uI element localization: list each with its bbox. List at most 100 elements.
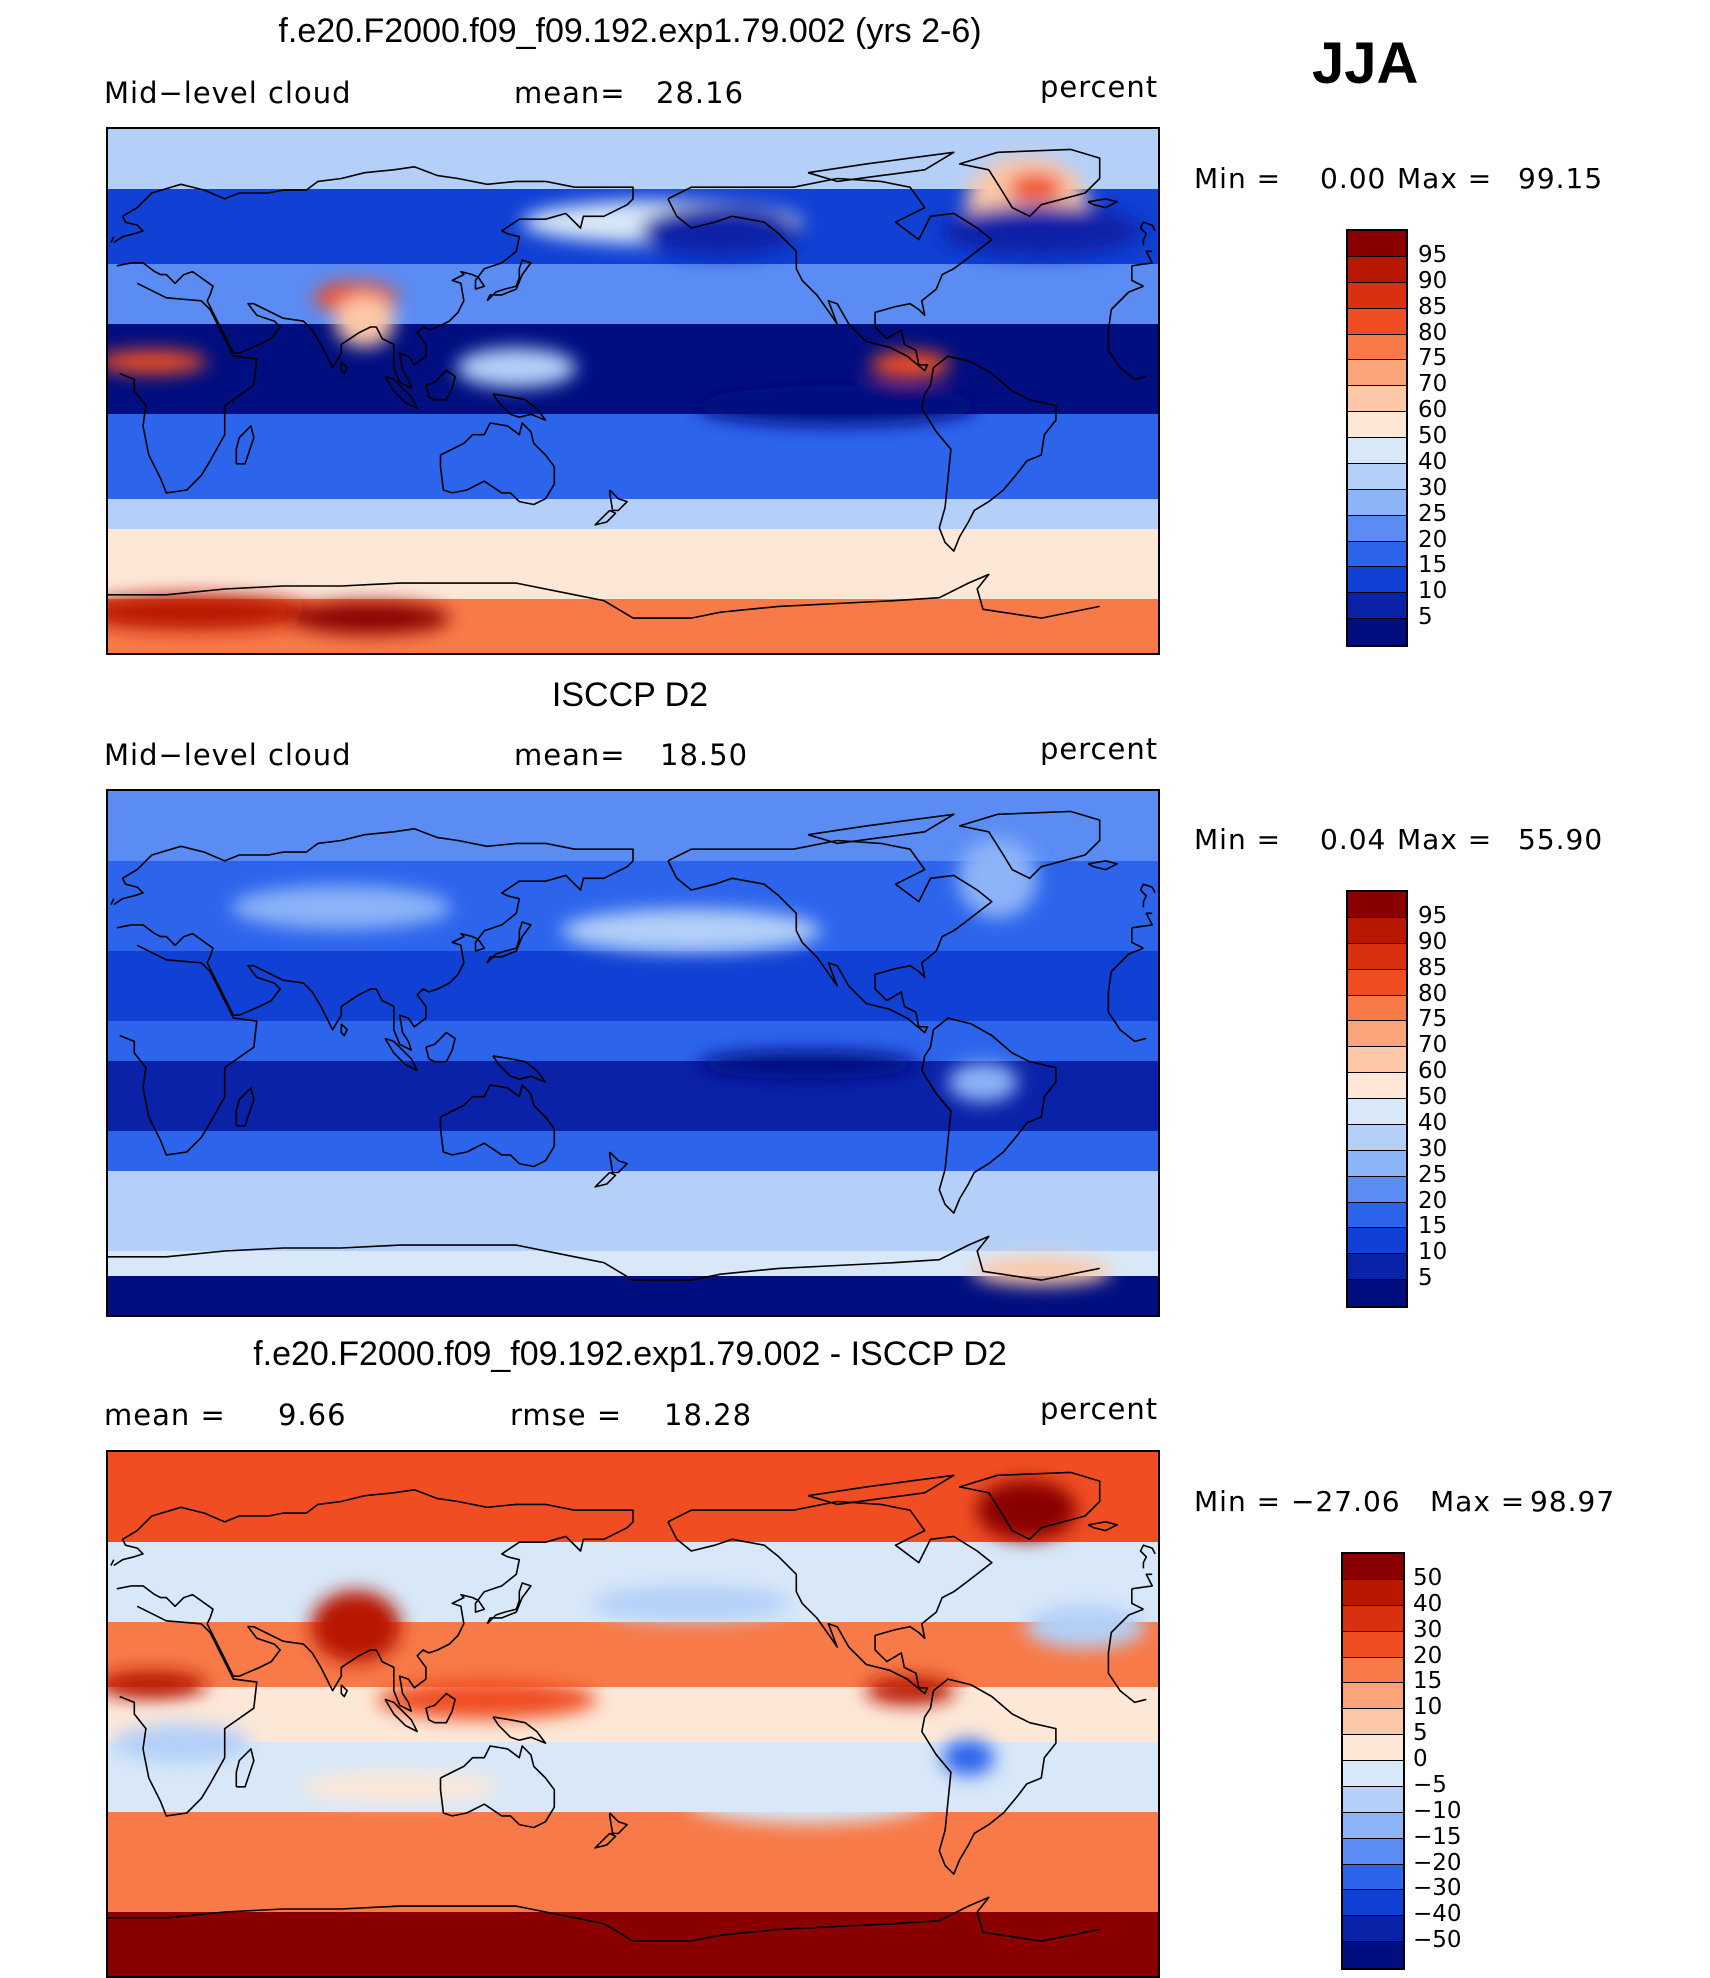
panel-3-rmse-label: rmse = (510, 1398, 623, 1432)
colorbar-tick-label: 20 (1418, 1187, 1448, 1214)
colorbar-tick-label: 25 (1418, 1161, 1448, 1188)
coastline (113, 828, 1153, 1051)
panel-3-colorbar (1341, 1552, 1405, 1970)
colorbar-tick-label: 15 (1413, 1668, 1443, 1695)
field-blob (870, 350, 951, 379)
colorbar-swatch (1348, 1124, 1406, 1151)
panel-2-max-label: Max = (1397, 823, 1493, 856)
coastline (108, 1896, 1100, 1942)
panel-3-mean-value: 9.66 (278, 1398, 347, 1432)
panel-3-max-label: Max = (1430, 1485, 1526, 1518)
colorbar-tick-label: 85 (1418, 293, 1448, 320)
coastline (807, 1474, 955, 1506)
colorbar-tick-label: −20 (1413, 1849, 1462, 1876)
colorbar-swatch (1348, 412, 1406, 438)
field-blob (591, 1585, 792, 1622)
colorbar-swatch (1348, 1099, 1406, 1125)
colorbar-swatch (1348, 1202, 1406, 1229)
field-band (108, 1622, 1158, 1687)
field-blob (976, 1480, 1077, 1541)
colorbar-tick-label: 80 (1418, 980, 1448, 1007)
coastline (425, 1692, 456, 1724)
coastline (1087, 198, 1118, 209)
coastline (110, 221, 1156, 246)
panel-1-max-value: 99.15 (1518, 162, 1604, 195)
colorbar-tick-label: 5 (1418, 604, 1433, 631)
coastline (340, 1023, 348, 1037)
coastline (486, 1582, 532, 1625)
colorbar-tick-label: 95 (1418, 241, 1448, 268)
colorbar-swatch (1343, 1916, 1403, 1943)
coastline (108, 573, 1100, 619)
coastline (958, 810, 1101, 880)
colorbar-swatch (1348, 567, 1406, 594)
coastline (921, 1678, 1057, 1875)
coastline (439, 1084, 556, 1168)
colorbar-tick-label: 60 (1418, 1058, 1448, 1085)
field-blob (640, 204, 801, 257)
colorbar-tick-label: 10 (1418, 578, 1448, 605)
colorbar-swatch (1348, 619, 1406, 645)
colorbar-swatch (1343, 1579, 1403, 1606)
colorbar-tick-label: 20 (1413, 1642, 1443, 1669)
coastline (594, 1171, 617, 1188)
colorbar-swatch (1348, 438, 1406, 464)
field-blob (334, 295, 395, 348)
field-band (108, 1276, 1158, 1315)
colorbar-tick-label: 15 (1418, 552, 1448, 579)
colorbar-tick-label: 70 (1418, 371, 1448, 398)
panel-1-units-label: percent (1040, 70, 1159, 104)
coastline (340, 1684, 348, 1698)
coastline (594, 1832, 617, 1849)
coastline (340, 361, 348, 375)
field-band (108, 1812, 1158, 1912)
colorbar-swatch (1343, 1942, 1403, 1968)
colorbar-swatch (1348, 386, 1406, 413)
panel-2-min-value: 0.04 (1320, 823, 1387, 856)
field-band (108, 264, 1158, 324)
coastline (608, 1151, 628, 1174)
panel-1-map (106, 127, 1160, 655)
colorbar-tick-label: 80 (1418, 319, 1448, 346)
field-band (108, 1912, 1158, 1976)
coastline (425, 369, 456, 401)
colorbar-tick-label: 10 (1418, 1239, 1448, 1266)
panel-2-mean-label: mean= (514, 738, 626, 772)
coastline (958, 148, 1101, 218)
season-label: JJA (1312, 31, 1419, 96)
field-blob (108, 1670, 207, 1699)
coastline (384, 1037, 418, 1072)
panel-2-mean-value: 18.50 (660, 738, 749, 772)
coastline (608, 489, 628, 512)
colorbar-tick-label: 95 (1418, 902, 1448, 929)
colorbar-tick-label: −40 (1413, 1901, 1462, 1928)
colorbar-tick-label: −5 (1413, 1771, 1447, 1798)
coastline (667, 839, 993, 1034)
colorbar-swatch (1348, 231, 1406, 257)
map-canvas (108, 129, 1158, 653)
field-blob (108, 349, 207, 374)
coastline (425, 1031, 456, 1063)
colorbar-swatch (1348, 1176, 1406, 1203)
coastline (110, 883, 1156, 908)
colorbar-swatch (1343, 1657, 1403, 1684)
panel-1-colorbar (1346, 229, 1408, 647)
map-canvas (108, 791, 1158, 1315)
field-band (108, 1742, 1158, 1812)
colorbar-swatch (1343, 1812, 1403, 1839)
coastlines (108, 810, 1156, 1281)
coastline (486, 921, 532, 964)
coastline (807, 813, 955, 845)
coastline (235, 1087, 255, 1127)
field-blob (1007, 173, 1064, 202)
panel-1-min-value: 0.00 (1320, 162, 1387, 195)
field-band (108, 951, 1158, 1021)
colorbar-tick-label: −15 (1413, 1823, 1462, 1850)
field-blob (941, 204, 1142, 257)
colorbar-swatch (1343, 1838, 1403, 1865)
panel-3-mean-label: mean = (104, 1398, 226, 1432)
panel-2-max-value: 55.90 (1518, 823, 1604, 856)
panel-3-title: f.e20.F2000.f09_f09.192.exp1.79.002 - IS… (253, 1335, 1007, 1373)
colorbar-swatch (1348, 995, 1406, 1022)
field-blob (377, 1679, 598, 1720)
